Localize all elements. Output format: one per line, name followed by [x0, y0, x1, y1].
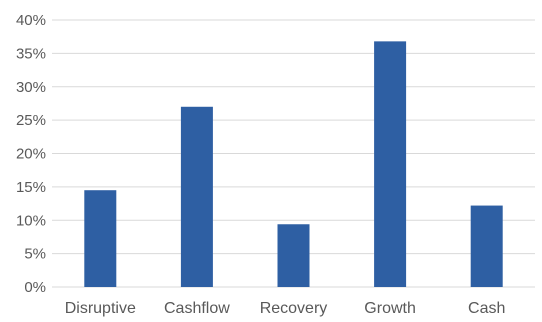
y-tick-label: 0% [24, 279, 46, 296]
x-axis-category-labels: Disruptive Cashflow Recovery Growth Cash [65, 300, 506, 317]
x-category-label: Disruptive [65, 300, 136, 317]
bar-cashflow [180, 106, 213, 288]
bar-cash [470, 205, 503, 287]
x-category-label: Cashflow [164, 300, 230, 317]
bars [84, 41, 503, 288]
x-category-label: Growth [364, 300, 416, 317]
x-category-label: Cash [468, 300, 505, 317]
bar-recovery [277, 224, 310, 287]
y-tick-label: 5% [24, 246, 46, 263]
y-tick-label: 25% [16, 112, 46, 129]
y-axis-tick-labels: 0% 5% 10% 15% 20% 25% 30% 35% 40% [16, 12, 46, 296]
y-tick-label: 30% [16, 79, 46, 96]
bar-disruptive [84, 190, 117, 287]
y-tick-label: 10% [16, 212, 46, 229]
y-tick-label: 35% [16, 45, 46, 62]
gridlines [52, 19, 535, 288]
x-category-label: Recovery [260, 300, 328, 317]
y-tick-label: 20% [16, 146, 46, 163]
y-tick-label: 15% [16, 179, 46, 196]
bar-growth [374, 41, 407, 287]
y-tick-label: 40% [16, 12, 46, 29]
